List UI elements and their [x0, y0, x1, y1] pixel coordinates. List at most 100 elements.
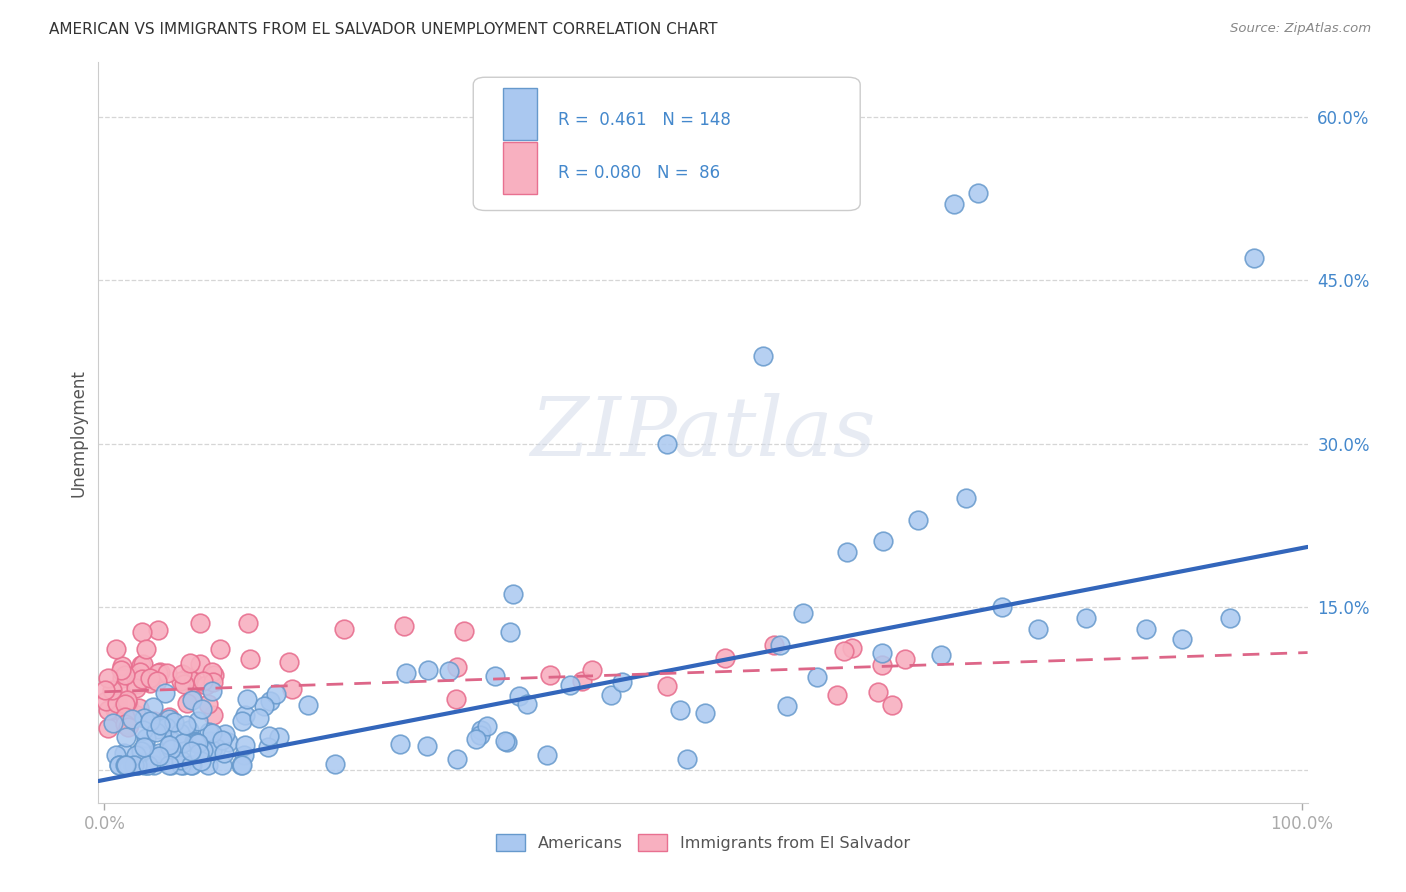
- Point: [172, 757, 194, 772]
- Point: [139, 748, 162, 763]
- Text: ZIPatlas: ZIPatlas: [530, 392, 876, 473]
- Point: [146, 674, 169, 689]
- Point: [107, 683, 129, 698]
- Point: [200, 743, 222, 757]
- Point: [256, 740, 278, 755]
- Point: [117, 698, 139, 712]
- Point: [201, 665, 224, 679]
- Point: [453, 624, 475, 638]
- Point: [97, 672, 120, 686]
- Point: [172, 736, 194, 750]
- Point: [129, 744, 152, 758]
- Point: [444, 692, 467, 706]
- Point: [247, 711, 270, 725]
- Point: [211, 733, 233, 747]
- Point: [825, 688, 848, 702]
- Point: [494, 734, 516, 748]
- Point: [132, 757, 155, 772]
- Point: [142, 757, 165, 772]
- Point: [872, 534, 894, 549]
- Point: [114, 710, 136, 724]
- Point: [134, 740, 156, 755]
- Point: [201, 674, 224, 689]
- Point: [159, 734, 181, 748]
- Text: R =  0.461   N = 148: R = 0.461 N = 148: [558, 111, 731, 128]
- Point: [155, 719, 177, 733]
- Point: [536, 747, 558, 762]
- Point: [94, 683, 117, 698]
- Point: [142, 714, 165, 729]
- Point: [132, 657, 155, 672]
- Point: [395, 666, 418, 681]
- Point: [581, 663, 603, 677]
- Point: [146, 723, 169, 737]
- Point: [181, 674, 204, 689]
- Point: [159, 738, 181, 752]
- Point: [114, 697, 136, 711]
- Point: [131, 723, 153, 737]
- Point: [776, 699, 799, 714]
- Point: [163, 714, 186, 729]
- Point: [170, 667, 193, 681]
- Point: [125, 747, 148, 762]
- Point: [259, 693, 281, 707]
- Point: [187, 746, 209, 760]
- Point: [101, 715, 124, 730]
- Point: [193, 674, 215, 689]
- Point: [174, 734, 197, 748]
- Point: [872, 657, 894, 672]
- Point: [183, 734, 205, 748]
- Point: [177, 723, 200, 737]
- Point: [190, 754, 212, 768]
- Point: [159, 733, 181, 747]
- Point: [768, 638, 790, 652]
- Text: Source: ZipAtlas.com: Source: ZipAtlas.com: [1230, 22, 1371, 36]
- Point: [142, 700, 165, 714]
- Point: [516, 697, 538, 711]
- Point: [115, 694, 138, 708]
- Point: [118, 718, 141, 732]
- Point: [835, 545, 858, 559]
- Point: [943, 197, 966, 211]
- Point: [571, 673, 593, 688]
- Point: [392, 619, 415, 633]
- Point: [866, 685, 889, 699]
- Point: [214, 727, 236, 741]
- Point: [117, 757, 139, 772]
- Point: [114, 757, 136, 772]
- Point: [146, 623, 169, 637]
- Point: [212, 746, 235, 760]
- Point: [114, 667, 136, 681]
- Point: [610, 675, 633, 690]
- Point: [112, 747, 135, 761]
- FancyBboxPatch shape: [474, 78, 860, 211]
- Point: [186, 736, 208, 750]
- Point: [470, 728, 492, 742]
- FancyBboxPatch shape: [503, 88, 537, 140]
- Point: [156, 666, 179, 681]
- Point: [105, 697, 128, 711]
- Point: [153, 686, 176, 700]
- Point: [508, 689, 530, 703]
- Point: [148, 746, 170, 760]
- Point: [236, 692, 259, 706]
- Point: [281, 681, 304, 696]
- Point: [125, 757, 148, 772]
- Point: [195, 678, 218, 692]
- Point: [188, 657, 211, 672]
- Point: [264, 687, 287, 701]
- Point: [416, 739, 439, 753]
- Point: [139, 676, 162, 690]
- Point: [117, 720, 139, 734]
- Point: [231, 714, 253, 728]
- Point: [1171, 632, 1194, 647]
- Point: [446, 660, 468, 674]
- Point: [180, 757, 202, 772]
- Point: [129, 665, 152, 680]
- Point: [122, 757, 145, 772]
- Point: [146, 666, 169, 681]
- Point: [170, 673, 193, 688]
- Point: [170, 753, 193, 767]
- Point: [187, 714, 209, 729]
- Point: [437, 664, 460, 678]
